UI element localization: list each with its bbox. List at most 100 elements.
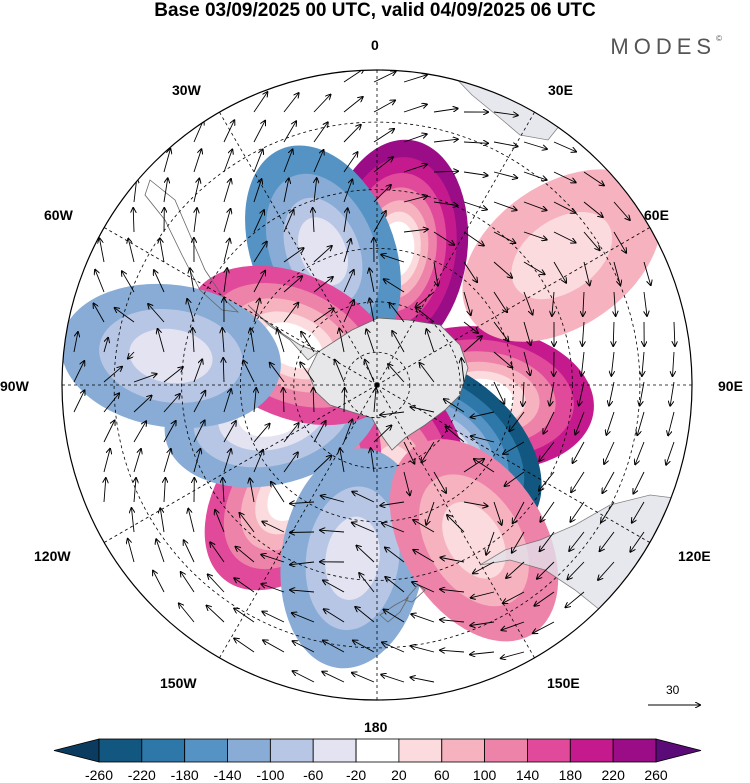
wind-vector [493,501,502,525]
wind-vector [234,578,255,593]
wind-vector [512,531,525,553]
wind-vector [635,441,645,464]
wind-vector [389,303,405,323]
wind-vector [223,239,230,263]
wind-vector [673,351,675,376]
wind-vector [321,496,345,503]
wind-vector [509,411,525,431]
wind-vector [371,448,375,473]
meridian-line [103,227,378,386]
wind-vector [385,548,405,563]
wind-vector [343,420,352,443]
wind-vector [373,72,396,83]
wind-vector [523,291,533,315]
wind-vector [344,388,345,413]
wind-vector [385,577,405,593]
wind-vector [270,363,285,383]
wind-vector [463,171,488,176]
lon-label-120w: 120W [34,548,71,564]
colorbar-tick-label: -140 [213,767,242,783]
wind-vector [493,231,515,243]
wind-vector [632,501,645,523]
anomaly-contour [325,516,380,600]
wind-vector [290,502,315,504]
wind-vector [313,246,332,263]
wind-vector [642,351,644,376]
wind-vector [463,321,478,333]
wind-vector [403,229,428,232]
wind-vector [163,421,176,443]
wind-vector [416,308,435,323]
wind-vector [188,509,195,533]
brand-name: MODES [610,34,717,59]
wind-vector [158,329,165,353]
wind-vector [493,351,512,368]
wind-vector [234,608,255,623]
wind-vector [470,621,495,626]
wind-vector [148,304,165,323]
wind-vector [283,121,296,143]
wind-vector [523,381,524,406]
wind-vector [253,299,260,323]
wind-vector [262,522,285,533]
colorbar-tick-label: 140 [515,767,540,783]
pole-marker [374,382,380,388]
wind-vector [403,196,427,203]
wind-vector [503,591,525,603]
wind-vector [633,471,645,494]
wind-vector [440,650,465,652]
lon-label-150e: 150E [547,675,580,691]
wind-vector [523,141,547,149]
wind-vector [261,555,285,563]
wind-vector [223,358,224,383]
wind-vector [463,501,488,506]
wind-vector [583,171,604,185]
wind-vector [384,610,405,623]
wind-vector [313,95,331,113]
wind-vector [540,501,555,522]
wind-vector [463,261,477,282]
wind-vector [403,441,414,464]
wind-vectors [73,70,675,683]
wind-vector [403,164,427,173]
colorbar-bin [184,738,228,763]
wind-vector [223,478,224,503]
wind-vector [261,584,285,593]
colorbar-bin [98,738,143,763]
colorbar-high-extend [655,738,702,763]
wind-vector [540,531,555,551]
wind-vector [381,255,405,263]
wind-vector [493,321,508,341]
wind-vector [611,351,614,376]
wind-vector [523,321,531,345]
wind-vector [539,471,555,491]
wind-vector [600,531,615,551]
wind-vector [95,270,105,293]
wind-vector [223,421,236,443]
colorbar-tick-label: 220 [601,767,625,783]
wind-vector [253,92,267,113]
wind-vector [575,411,585,434]
wind-vector [322,672,345,683]
lon-label-90e: 90E [718,378,743,394]
wind-vector [313,308,334,323]
wind-vector [160,508,165,533]
wind-vector [207,606,225,623]
wind-vector [343,300,354,323]
colorbar-tick-label: -220 [127,767,156,783]
wind-vector [223,389,231,413]
colorbar-bin [612,738,657,763]
brand-mark: © [716,34,722,43]
wind-vector [503,441,525,454]
new-zealand-outline [379,584,426,623]
wind-vector [570,501,585,522]
wind-vector [552,291,554,316]
wind-vector [433,109,458,113]
wind-vector [380,412,405,415]
wind-vector [553,171,576,182]
wind-vector [373,211,386,233]
meridian-line [376,227,650,386]
wind-vector [253,450,263,473]
wind-vector [426,329,435,353]
wind-vector [403,104,427,113]
